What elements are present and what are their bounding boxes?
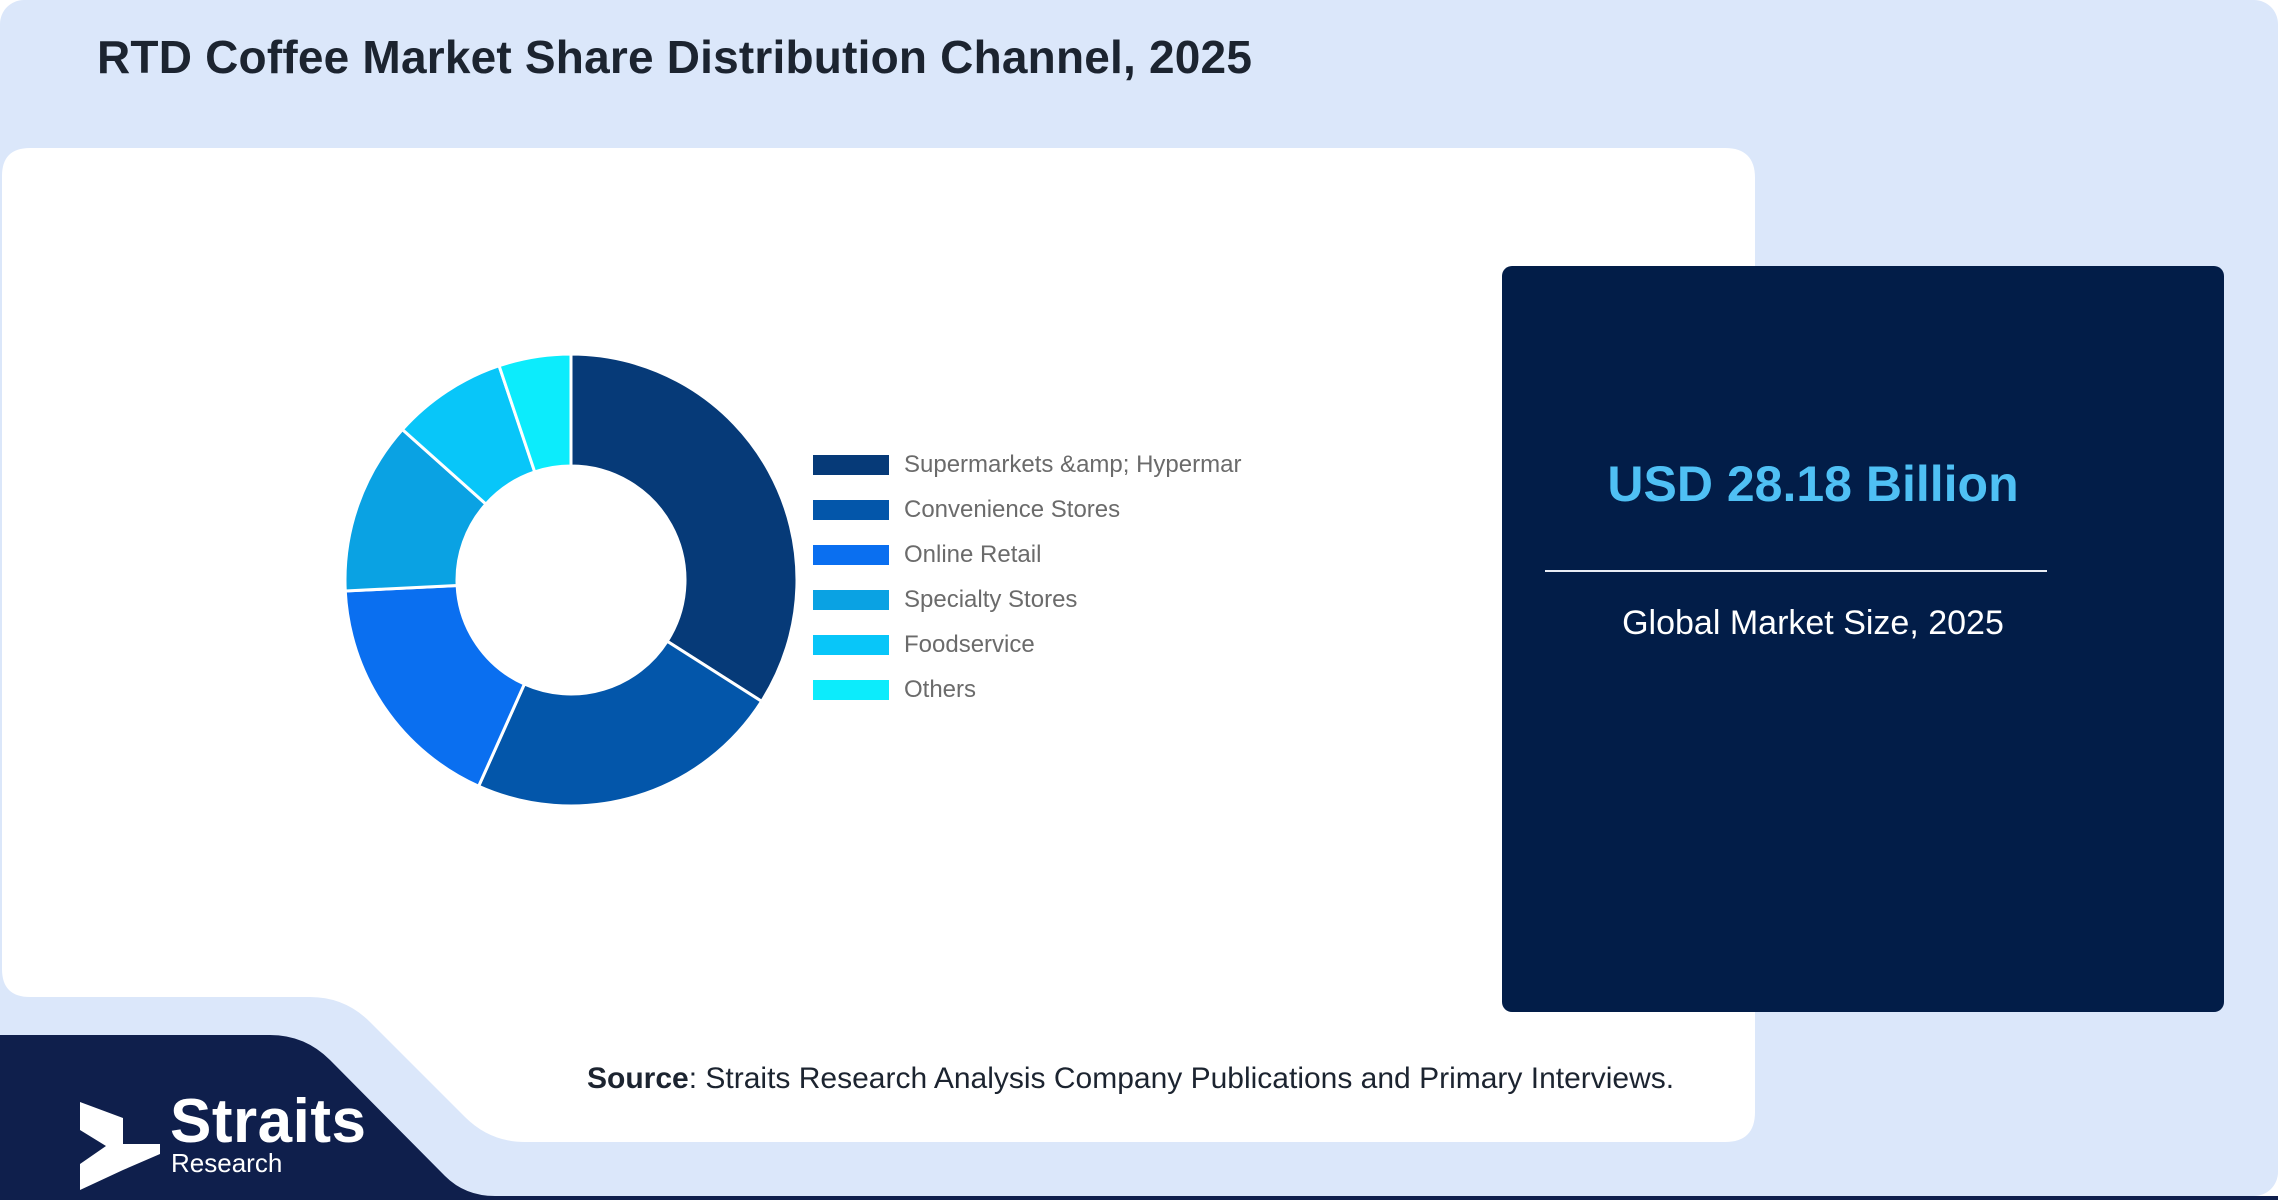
- page-title: RTD Coffee Market Share Distribution Cha…: [97, 31, 1253, 83]
- donut-slice-online-retail: [343, 583, 527, 789]
- legend-swatch: [813, 499, 889, 520]
- straits-logo-icon: [80, 1102, 160, 1190]
- legend-item-others: Others: [813, 667, 1241, 712]
- legend-swatch: [813, 634, 889, 655]
- legend-item-specialty-stores: Specialty Stores: [813, 577, 1241, 622]
- market-size-label: Global Market Size, 2025: [1622, 604, 2004, 642]
- legend-label: Supermarkets &amp; Hypermar: [904, 450, 1242, 478]
- donut-slices: [343, 352, 799, 808]
- legend-swatch: [813, 544, 889, 565]
- legend-item-foodservice: Foodservice: [813, 622, 1241, 667]
- legend-label: Foodservice: [904, 630, 1035, 658]
- legend-swatch: [813, 679, 889, 700]
- donut-slice-specialty-stores: [343, 427, 489, 593]
- donut-slice-supermarkets: [569, 352, 799, 704]
- legend-item-convenience-stores: Convenience Stores: [813, 487, 1241, 532]
- market-size-card: [1502, 266, 2224, 1012]
- donut-slice-convenience-stores: [476, 639, 764, 808]
- footer-band: [0, 1035, 2278, 1200]
- market-size-divider: [1545, 570, 2047, 572]
- chart-legend: Supermarkets &amp; Hypermar Convenience …: [813, 442, 1241, 712]
- logo-subtitle: Research: [171, 1148, 283, 1178]
- donut-slice-others: [497, 352, 573, 474]
- logo-wordmark: Straits: [170, 1087, 367, 1156]
- legend-label: Others: [904, 675, 977, 703]
- source-label: Source: [587, 1062, 689, 1095]
- source-note: Source: Straits Research Analysis Compan…: [587, 1062, 1674, 1096]
- legend-swatch: [813, 589, 889, 610]
- legend-label: Specialty Stores: [904, 585, 1078, 613]
- legend-label: Online Retail: [904, 540, 1042, 568]
- legend-item-online-retail: Online Retail: [813, 532, 1241, 577]
- legend-item-supermarkets: Supermarkets &amp; Hypermar: [813, 442, 1241, 487]
- legend-label: Convenience Stores: [904, 495, 1121, 523]
- legend-swatch: [813, 454, 889, 475]
- market-size-value: USD 28.18 Billion: [1607, 456, 2019, 512]
- source-text: : Straits Research Analysis Company Publ…: [688, 1062, 1675, 1095]
